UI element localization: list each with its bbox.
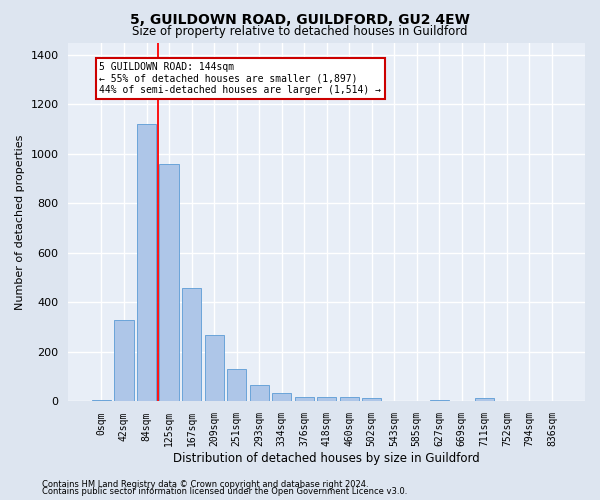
X-axis label: Distribution of detached houses by size in Guildford: Distribution of detached houses by size … bbox=[173, 452, 480, 465]
Bar bbox=[340, 396, 359, 402]
Bar bbox=[227, 370, 246, 402]
Bar bbox=[317, 396, 336, 402]
Bar bbox=[250, 386, 269, 402]
Text: Contains public sector information licensed under the Open Government Licence v3: Contains public sector information licen… bbox=[42, 487, 407, 496]
Bar bbox=[182, 288, 201, 402]
Bar bbox=[160, 164, 179, 402]
Bar bbox=[272, 393, 291, 402]
Text: Contains HM Land Registry data © Crown copyright and database right 2024.: Contains HM Land Registry data © Crown c… bbox=[42, 480, 368, 489]
Bar bbox=[205, 334, 224, 402]
Text: Size of property relative to detached houses in Guildford: Size of property relative to detached ho… bbox=[132, 25, 468, 38]
Y-axis label: Number of detached properties: Number of detached properties bbox=[15, 134, 25, 310]
Text: 5 GUILDOWN ROAD: 144sqm
← 55% of detached houses are smaller (1,897)
44% of semi: 5 GUILDOWN ROAD: 144sqm ← 55% of detache… bbox=[100, 62, 382, 96]
Bar bbox=[475, 398, 494, 402]
Bar bbox=[430, 400, 449, 402]
Bar bbox=[137, 124, 156, 402]
Bar bbox=[115, 320, 134, 402]
Text: 5, GUILDOWN ROAD, GUILDFORD, GU2 4EW: 5, GUILDOWN ROAD, GUILDFORD, GU2 4EW bbox=[130, 12, 470, 26]
Bar bbox=[362, 398, 382, 402]
Bar bbox=[92, 400, 111, 402]
Bar bbox=[295, 396, 314, 402]
